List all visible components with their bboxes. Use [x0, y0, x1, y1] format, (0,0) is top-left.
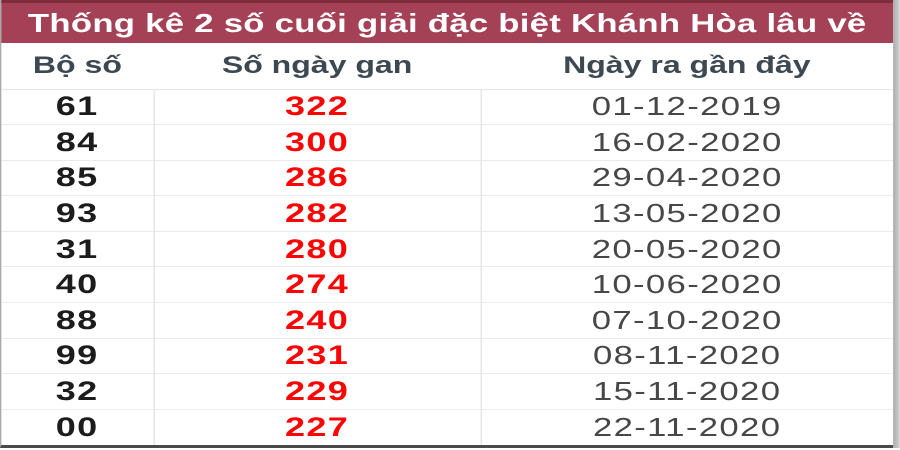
table-row: 40 274 10-06-2020 — [1, 266, 894, 303]
column-header-gan-days: Số ngày gan — [153, 43, 481, 90]
last-date-cell: 08-11-2020 — [479, 337, 894, 374]
gan-days-cell: 322 — [152, 89, 481, 125]
header-row: Bộ số Số ngày gan Ngày ra gần đây — [1, 43, 894, 90]
pair-cell: 85 — [1, 159, 154, 196]
panel-titlebar: Thống kê 2 số cuối giải đặc biệt Khánh H… — [1, 0, 894, 43]
gan-days-cell: 286 — [152, 159, 481, 196]
column-header-pair: Bộ số — [1, 43, 154, 90]
table-row: 61 322 01-12-2019 — [1, 89, 894, 125]
gan-days-cell: 229 — [152, 373, 481, 410]
pair-cell: 32 — [1, 373, 154, 410]
table-row: 31 280 20-05-2020 — [1, 230, 894, 267]
pair-cell: 31 — [1, 230, 154, 267]
table-row: 84 300 16-02-2020 — [1, 124, 894, 161]
gan-statistics-table: Bộ số Số ngày gan Ngày ra gần đây 61 322… — [1, 43, 894, 445]
table-body: 61 322 01-12-2019 84 300 16-02-2020 85 2… — [1, 89, 894, 445]
gan-days-cell: 282 — [152, 195, 481, 232]
last-date-cell: 13-05-2020 — [479, 195, 894, 232]
gan-days-cell: 240 — [152, 302, 481, 339]
column-header-last-date: Ngày ra gần đây — [480, 43, 894, 90]
table-row: 99 231 08-11-2020 — [1, 337, 894, 374]
pair-cell: 88 — [1, 302, 154, 339]
table-row: 00 227 22-11-2020 — [1, 408, 894, 445]
last-date-cell: 10-06-2020 — [479, 266, 894, 303]
last-date-cell: 07-10-2020 — [479, 302, 894, 339]
pair-cell: 99 — [1, 337, 154, 374]
panel-title: Thống kê 2 số cuối giải đặc biệt Khánh H… — [27, 7, 867, 38]
last-date-cell: 15-11-2020 — [479, 373, 894, 410]
pair-cell: 93 — [1, 195, 154, 232]
last-date-cell: 29-04-2020 — [479, 159, 894, 196]
table-row: 88 240 07-10-2020 — [1, 302, 894, 339]
table-header: Bộ số Số ngày gan Ngày ra gần đây — [1, 43, 894, 90]
last-date-cell: 16-02-2020 — [479, 124, 894, 161]
pair-cell: 40 — [1, 266, 154, 303]
pair-cell: 84 — [1, 124, 154, 161]
gan-days-cell: 231 — [152, 337, 481, 374]
gan-days-cell: 274 — [152, 266, 481, 303]
pair-cell: 00 — [1, 408, 154, 445]
table-row: 93 282 13-05-2020 — [1, 195, 894, 232]
last-date-cell: 22-11-2020 — [479, 408, 894, 445]
last-date-cell: 01-12-2019 — [479, 89, 894, 125]
gan-days-cell: 280 — [152, 230, 481, 267]
gan-days-cell: 300 — [152, 124, 481, 161]
table-row: 32 229 15-11-2020 — [1, 373, 894, 410]
pair-cell: 61 — [55, 91, 99, 122]
table-row: 85 286 29-04-2020 — [1, 159, 894, 196]
right-edge-band — [893, 0, 900, 448]
last-date-cell: 20-05-2020 — [479, 230, 894, 267]
gan-days-cell: 227 — [152, 408, 481, 445]
